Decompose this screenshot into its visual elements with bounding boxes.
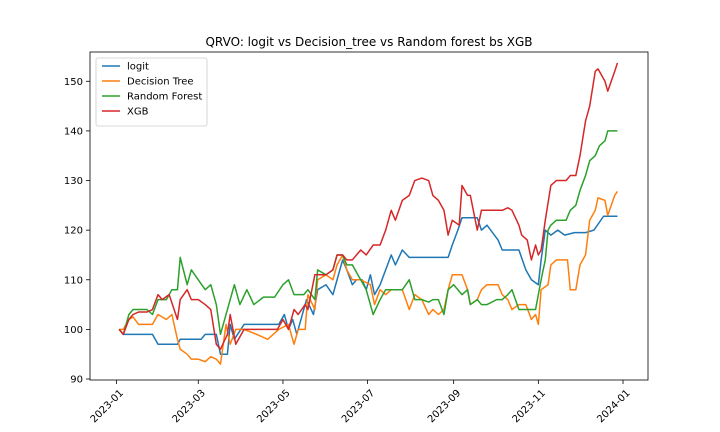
y-tick-label: 90	[70, 375, 83, 386]
plot-area-frame	[89, 51, 649, 381]
chart-title: QRVO: logit vs Decision_tree vs Random f…	[205, 35, 532, 49]
y-tick-label: 100	[64, 325, 83, 336]
y-tick-label: 110	[64, 275, 83, 286]
legend-label: Random Forest	[127, 92, 202, 103]
y-tick-label: 130	[64, 176, 83, 187]
legend-box	[95, 57, 208, 127]
legend-label: logit	[127, 62, 149, 73]
series-line-random-forest	[118, 130, 618, 336]
series-line-decision-tree	[119, 191, 619, 365]
legend-label: Decision Tree	[127, 77, 194, 88]
y-tick-label: 140	[64, 126, 83, 137]
legend-label: XGB	[127, 107, 149, 118]
y-tick-label: 150	[64, 77, 83, 88]
legend: logit Decision Tree Random Forest XGB	[95, 57, 208, 127]
y-tick-label: 120	[64, 226, 83, 237]
y-axis: 90 100 110 120 130 140 150	[64, 77, 90, 386]
series-line-logit	[118, 215, 618, 355]
series-layer	[118, 62, 619, 365]
series-line-xgb	[118, 62, 619, 350]
